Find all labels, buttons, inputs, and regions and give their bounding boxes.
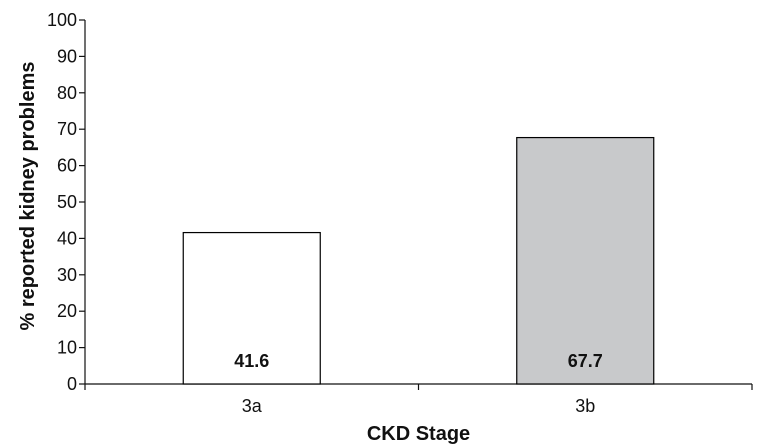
bar-3b	[516, 136, 655, 385]
x-tick-label: 3b	[575, 396, 595, 416]
bar-value-label: 41.6	[234, 351, 269, 371]
y-tick-label: 90	[57, 46, 77, 66]
bar-value-label: 67.7	[568, 351, 603, 371]
y-tick-label: 0	[67, 374, 77, 394]
x-tick-label: 3a	[242, 396, 263, 416]
y-tick-label: 10	[57, 338, 77, 358]
y-tick-label: 30	[57, 265, 77, 285]
bar-3a	[182, 231, 321, 385]
y-axis-ticks: 0 10 20 30 40 50 60 70 80 90 100	[47, 10, 85, 394]
bar-value-labels: 41.6 67.7	[234, 351, 603, 371]
y-tick-label: 40	[57, 228, 77, 248]
y-tick-label: 50	[57, 192, 77, 212]
y-axis-title: % reported kidney problems	[17, 62, 39, 331]
x-axis-ticks: 3a 3b	[84, 384, 753, 416]
bars	[182, 136, 655, 385]
y-tick-label: 60	[57, 156, 77, 176]
y-tick-label: 70	[57, 119, 77, 139]
y-tick-label: 20	[57, 301, 77, 321]
x-axis-title: CKD Stage	[367, 423, 470, 445]
y-tick-label: 80	[57, 83, 77, 103]
y-tick-label: 100	[47, 10, 77, 30]
